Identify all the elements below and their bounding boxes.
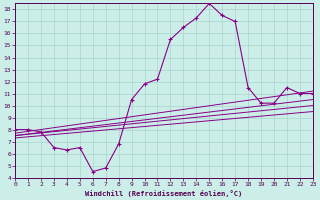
X-axis label: Windchill (Refroidissement éolien,°C): Windchill (Refroidissement éolien,°C)	[85, 190, 243, 197]
